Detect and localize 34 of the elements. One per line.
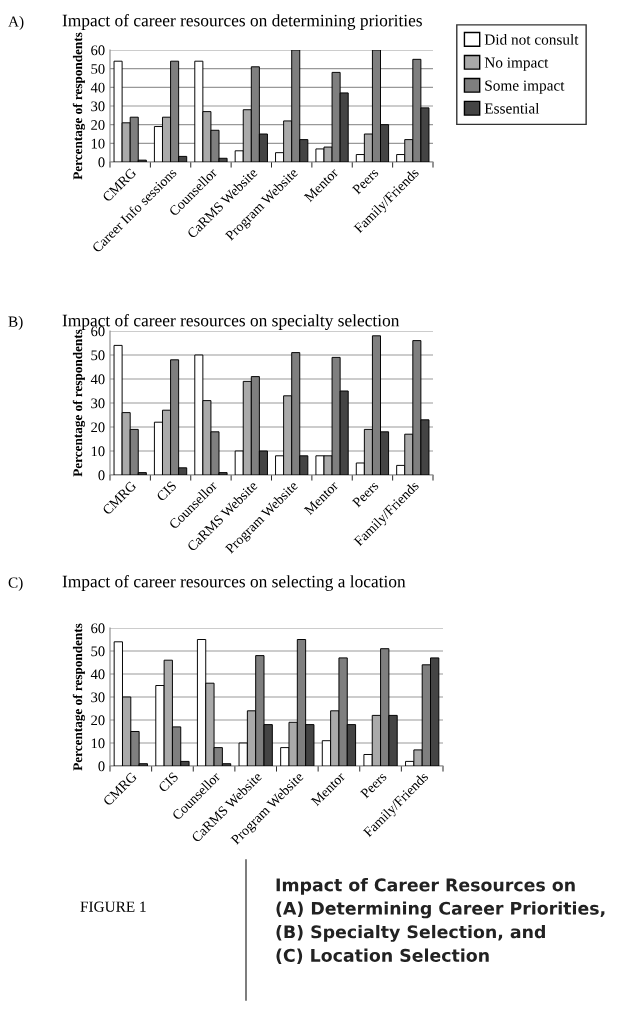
- y-axis-title: Percentage of respondents: [72, 329, 85, 477]
- y-axis-title: Percentage of respondents: [72, 623, 85, 771]
- y-tick-label: 50: [91, 646, 105, 657]
- caption: FIGURE 1: [80, 901, 146, 912]
- y-tick-label: 40: [90, 374, 105, 385]
- text: Impact of Career Resources on (A) Determining Career Priorities, (B) Specialty Selection, and (C) Location Selection: [276, 878, 605, 964]
- y-tick-label: 30: [91, 692, 105, 703]
- text: B): [8, 316, 23, 330]
- y-axis-title: Percentage of respondents: [72, 32, 85, 180]
- text: C): [8, 577, 23, 591]
- y-tick-label: 30: [91, 101, 105, 112]
- y-tick-label: 50: [91, 350, 105, 361]
- legend-label: Essential: [484, 102, 540, 114]
- y-tick-label: 10: [91, 738, 105, 749]
- y-tick-label: 0: [98, 470, 105, 481]
- y-tick-label: 0: [98, 761, 105, 772]
- y-tick-label: 60: [91, 45, 105, 56]
- legend-label: Some impact: [485, 80, 565, 94]
- y-tick-label: 10: [91, 446, 105, 457]
- y-tick-label: 10: [91, 138, 105, 149]
- chart-title: Impact of career resources on selecting a location: [62, 575, 406, 591]
- y-tick-label: 60: [91, 623, 105, 634]
- y-tick-label: 0: [98, 157, 105, 168]
- legend-label: No impact: [484, 57, 549, 71]
- y-tick-label: 50: [91, 64, 105, 74]
- text: A): [8, 16, 24, 30]
- y-tick-label: 30: [91, 398, 105, 409]
- chart-title: Impact of career resources on determining priorities: [62, 14, 422, 30]
- y-tick-label: 40: [90, 82, 105, 93]
- y-tick-label: 20: [91, 422, 105, 433]
- legend-label: Did not consult: [484, 34, 579, 45]
- y-tick-label: 40: [90, 669, 105, 680]
- y-tick-label: 20: [91, 715, 105, 726]
- y-tick-label: 20: [91, 120, 105, 130]
